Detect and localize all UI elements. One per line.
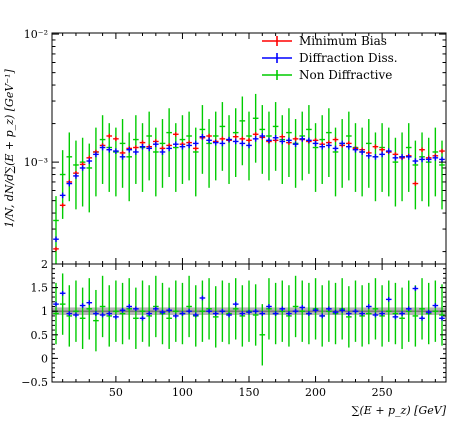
legend: Minimum Bias Diffraction Diss. Non Diffrac… xyxy=(262,34,398,82)
x-tick-label: 150 xyxy=(239,386,260,399)
y-tick-label: 2 xyxy=(41,258,48,271)
main-data-layer xyxy=(53,93,445,264)
y-tick-label: 10⁻² xyxy=(24,28,48,41)
main-panel: 10⁻² 10⁻³ 1/N, dN/d∑(E + p_z) [GeV⁻¹] xyxy=(3,28,447,265)
y-axis-label: 1/N, dN/d∑(E + p_z) [GeV⁻¹] xyxy=(3,69,16,228)
x-tick-label: 250 xyxy=(372,386,393,399)
series-diffraction-diss- xyxy=(53,133,445,243)
x-tick-label: 100 xyxy=(172,386,193,399)
y-tick-label: −0.5 xyxy=(21,376,48,389)
y-tick-label: 0 xyxy=(41,352,48,365)
series-non-diffractive xyxy=(53,93,445,264)
y-tick-label: 1.5 xyxy=(31,282,49,295)
legend-label: Diffraction Diss. xyxy=(299,51,398,65)
y-tick-label: 1 xyxy=(41,305,48,318)
y-tick-label: 10⁻³ xyxy=(24,156,48,169)
ratio-data-layer xyxy=(52,273,446,366)
x-tick-label: 200 xyxy=(305,386,326,399)
ratio-series-diffraction-diss- xyxy=(53,286,445,321)
x-tick-label: 50 xyxy=(109,386,123,399)
y-tick-label: 0.5 xyxy=(31,329,49,342)
x-axis-label: ∑(E + p_z) [GeV] xyxy=(352,404,447,417)
legend-label: Non Diffractive xyxy=(299,68,392,82)
legend-label: Minimum Bias xyxy=(299,34,387,48)
ratio-series-non-diffractive xyxy=(53,273,445,366)
